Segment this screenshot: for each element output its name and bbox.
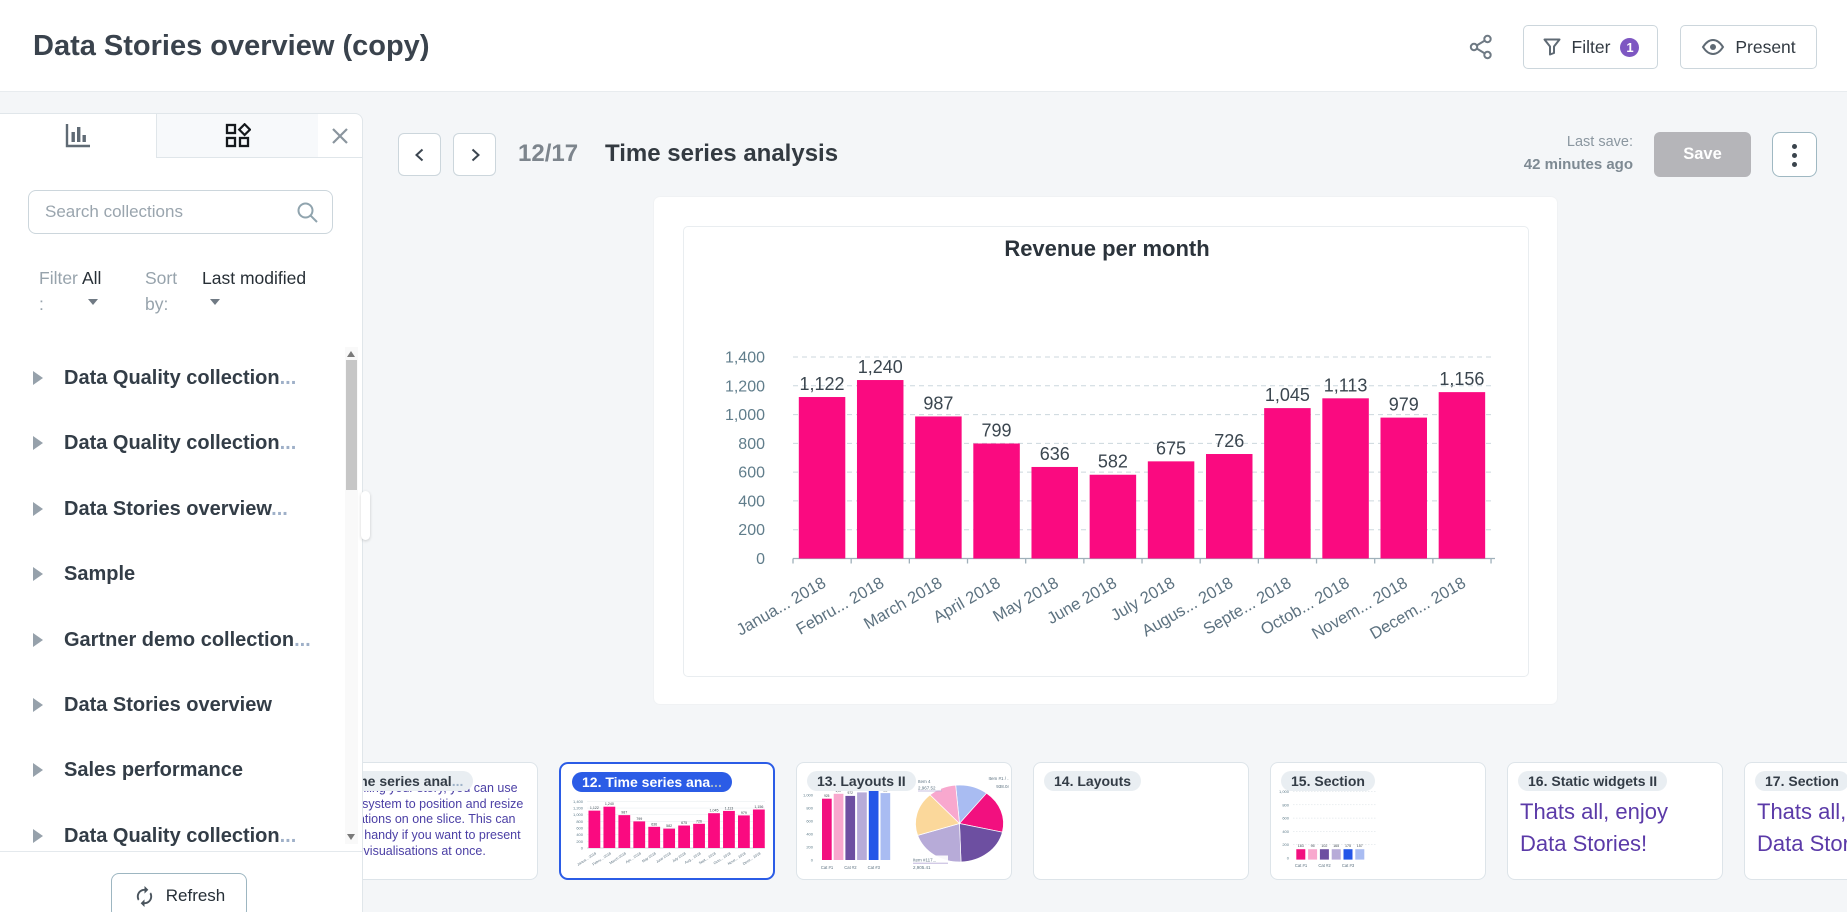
svg-text:938.04: 938.04 [996,784,1009,789]
svg-text:200: 200 [576,839,583,844]
svg-text:Cat #1: Cat #1 [821,865,834,870]
svg-text:1,000: 1,000 [1279,789,1290,794]
svg-text:675: 675 [1156,438,1186,458]
svg-text:987: 987 [621,811,627,815]
svg-text:1,045: 1,045 [1265,385,1310,405]
svg-text:799: 799 [636,817,642,821]
svg-text:600: 600 [576,826,583,831]
svg-text:400: 400 [738,493,765,510]
svg-text:1,240: 1,240 [605,802,614,806]
svg-text:95: 95 [1311,844,1315,848]
svg-text:987: 987 [923,393,953,413]
svg-text:726: 726 [1214,431,1244,451]
svg-text:Cat #1: Cat #1 [1295,863,1308,868]
svg-text:400: 400 [806,832,813,837]
svg-text:979: 979 [741,811,747,815]
svg-text:1,240: 1,240 [858,357,903,377]
svg-text:175: 175 [1345,844,1351,848]
svg-text:800: 800 [576,819,583,824]
svg-text:675: 675 [681,821,687,825]
svg-text:0: 0 [811,858,814,863]
svg-text:1,156: 1,156 [754,805,763,809]
svg-text:1,113: 1,113 [1324,375,1368,395]
svg-text:636: 636 [1040,444,1070,464]
svg-text:726: 726 [696,819,702,823]
svg-text:2,905.41: 2,905.41 [913,865,931,870]
svg-text:1,045: 1,045 [710,809,719,813]
svg-text:2,967.52: 2,967.52 [918,786,936,791]
svg-text:600: 600 [806,819,813,824]
svg-text:0: 0 [1287,856,1290,861]
svg-text:200: 200 [806,845,813,850]
svg-text:200: 200 [738,522,765,539]
svg-text:165: 165 [1333,844,1339,848]
svg-text:Item #117...: Item #117... [913,858,936,863]
svg-text:1,000: 1,000 [573,812,584,817]
svg-text:1,400: 1,400 [725,350,765,367]
svg-text:800: 800 [1282,802,1289,807]
svg-text:400: 400 [576,832,583,837]
svg-text:925: 925 [824,794,830,798]
svg-text:0: 0 [581,846,584,851]
svg-text:Apr... 2018: Apr... 2018 [625,851,642,864]
svg-text:1,000: 1,000 [725,407,765,424]
svg-text:Cat #3: Cat #3 [1342,863,1355,868]
svg-text:May 2018: May 2018 [641,851,656,863]
svg-text:600: 600 [1282,816,1289,821]
svg-text:600: 600 [738,465,765,482]
svg-text:582: 582 [1098,452,1128,472]
svg-text:Item #1 / ...: Item #1 / ... [988,776,1009,781]
svg-text:Revenue per month: Revenue per month [1004,236,1209,261]
svg-text:Cat #2: Cat #2 [844,865,857,870]
svg-text:March 2018: March 2018 [609,851,627,865]
svg-text:972: 972 [848,791,854,795]
svg-text:1,400: 1,400 [573,799,584,804]
svg-text:1,122: 1,122 [800,374,845,394]
svg-text:636: 636 [651,822,657,826]
svg-text:1,200: 1,200 [725,378,765,395]
svg-text:102: 102 [1321,844,1327,848]
svg-text:1,07: 1,07 [835,789,841,793]
svg-text:979: 979 [1389,395,1419,415]
svg-text:200: 200 [1282,842,1289,847]
svg-text:800: 800 [806,806,813,811]
svg-text:Cat #3: Cat #3 [868,865,881,870]
svg-text:June 2018: June 2018 [655,851,671,864]
svg-text:400: 400 [1282,829,1289,834]
svg-text:183: 183 [1298,844,1304,848]
svg-text:799: 799 [982,421,1012,441]
svg-text:0: 0 [756,551,765,568]
svg-text:1,000: 1,000 [803,793,814,798]
svg-text:800: 800 [738,436,765,453]
svg-text:1,156: 1,156 [1439,369,1484,389]
svg-text:1,122: 1,122 [590,806,599,810]
svg-text:Item 4: Item 4 [918,779,931,784]
svg-text:July 2018: July 2018 [672,851,687,863]
svg-text:Cat #2: Cat #2 [1318,863,1331,868]
svg-text:1,200: 1,200 [573,806,584,811]
svg-text:157: 157 [1357,844,1363,848]
svg-text:582: 582 [666,824,672,828]
svg-text:April 2018: April 2018 [930,574,1003,627]
svg-text:1,113: 1,113 [725,806,734,810]
